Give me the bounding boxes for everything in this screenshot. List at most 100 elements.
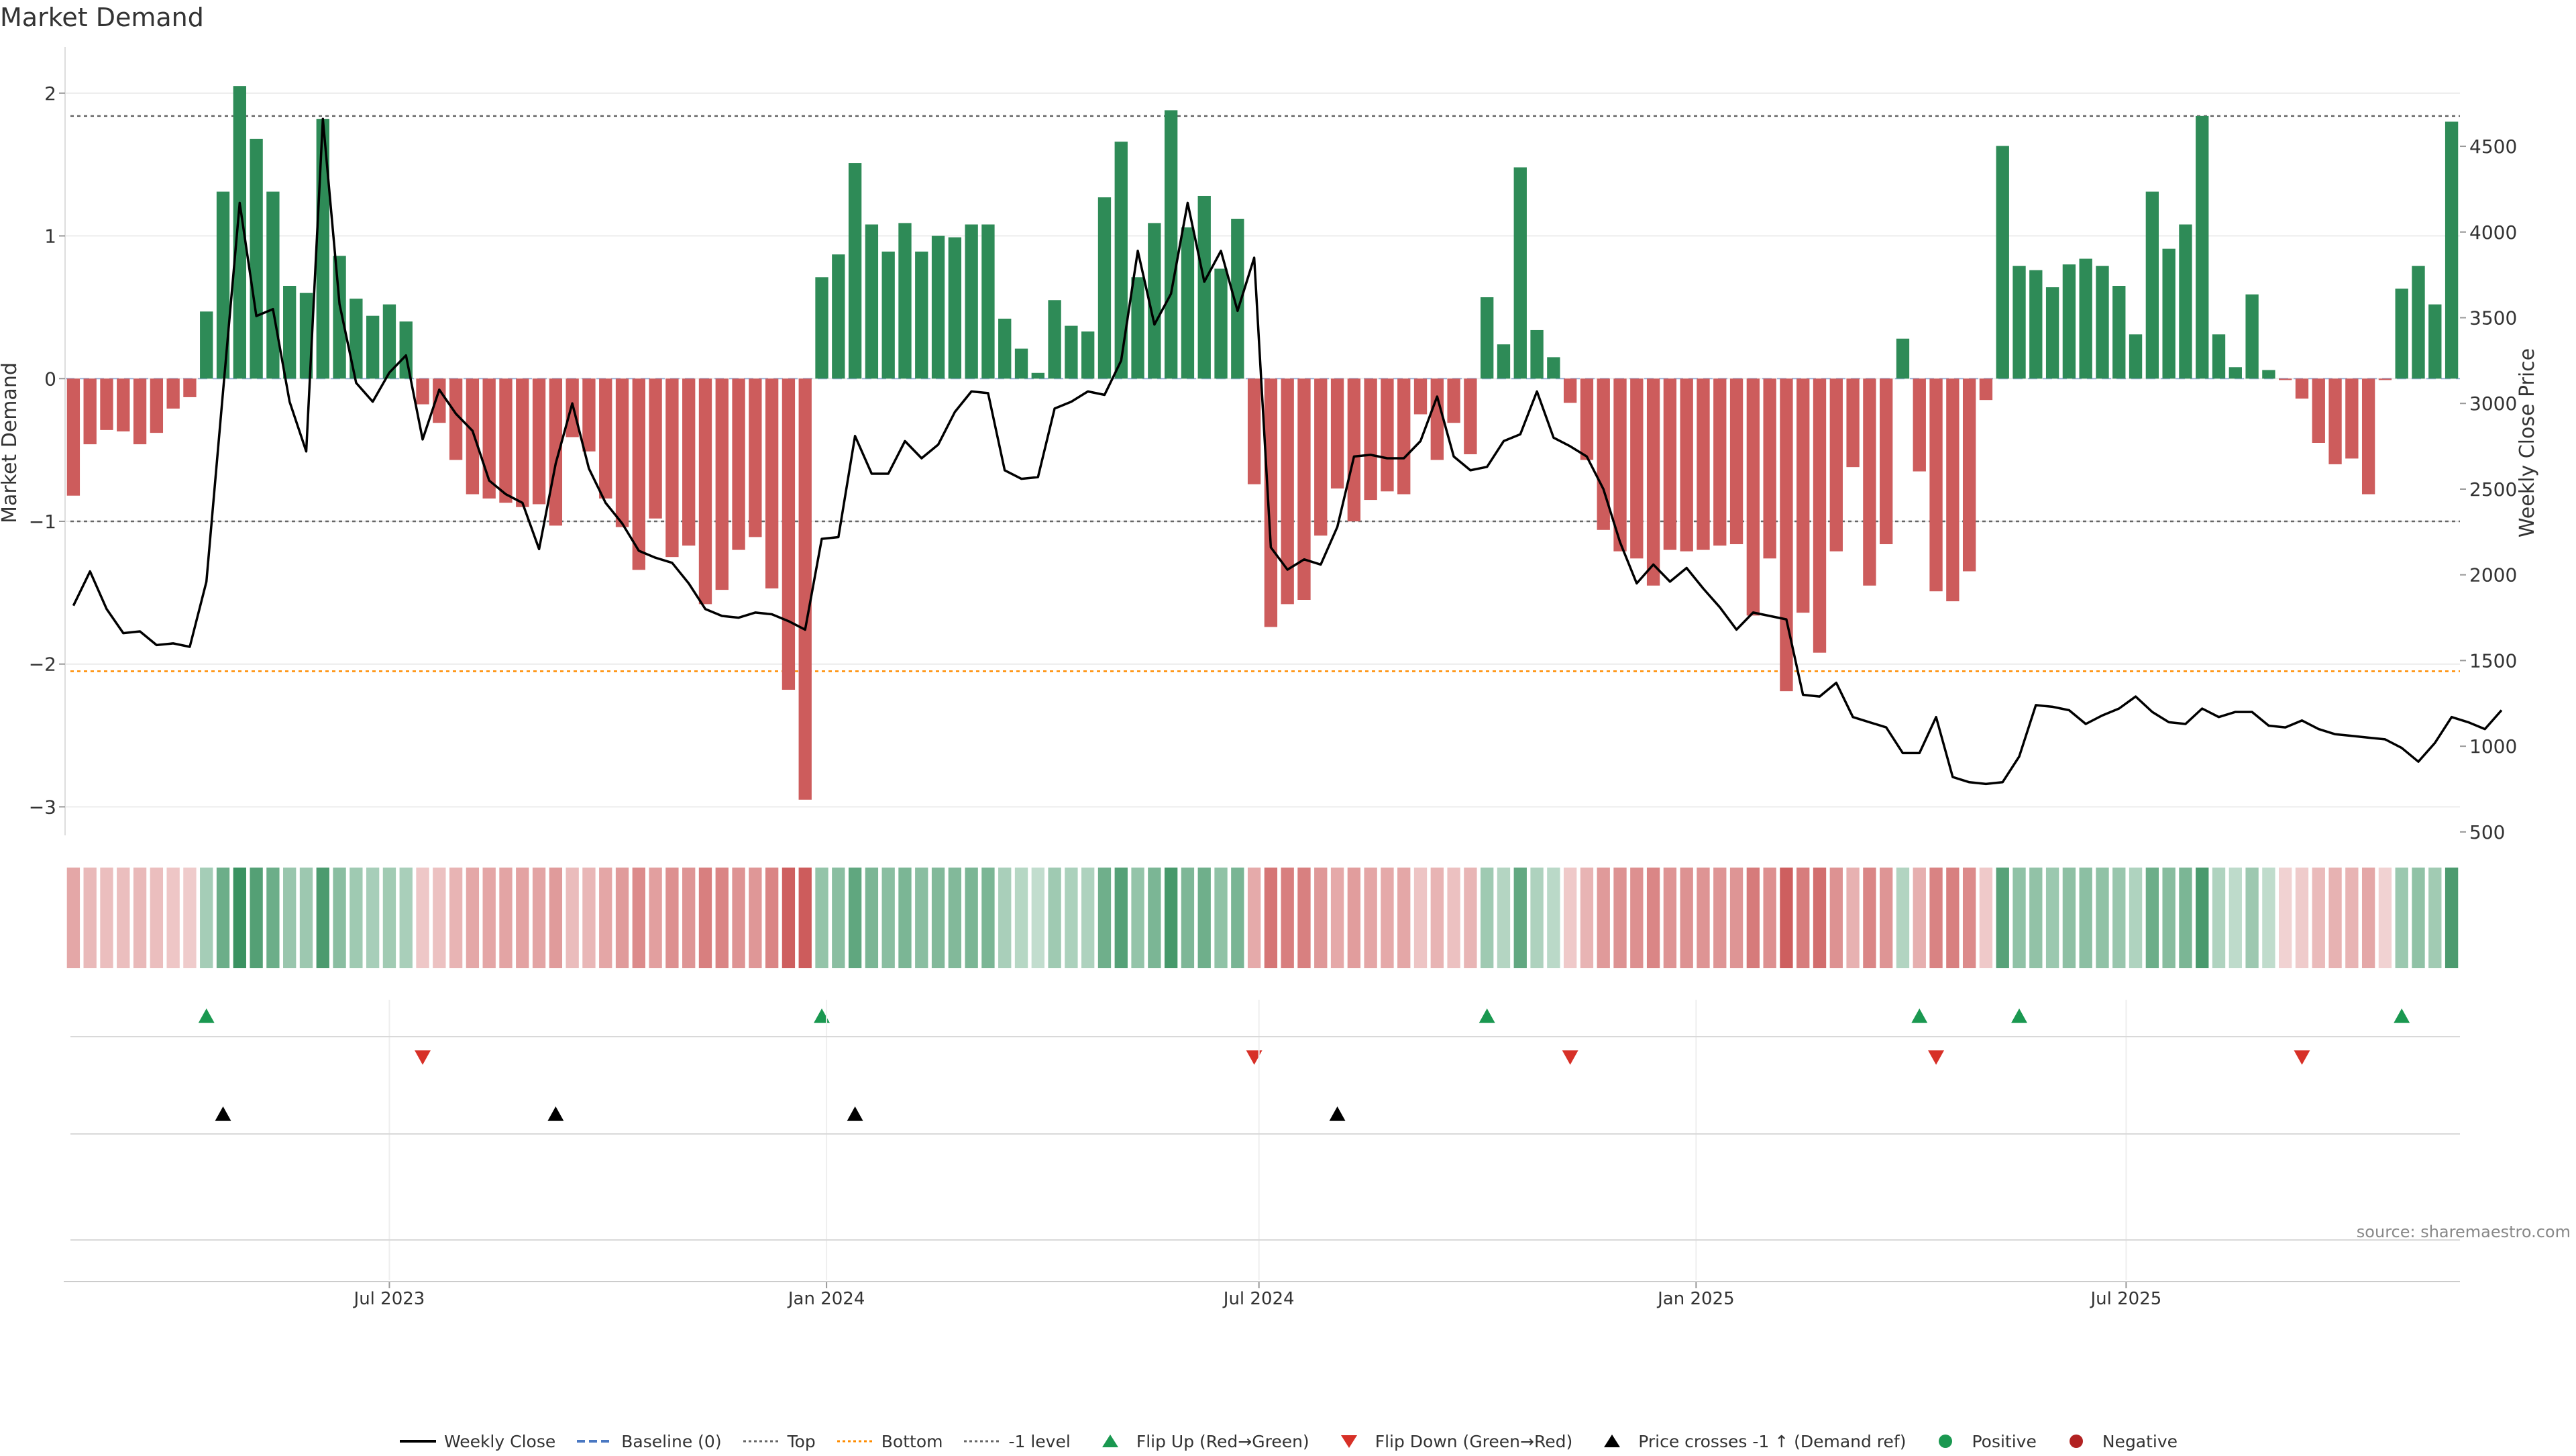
y2-axis-title: Weekly Close Price <box>2516 348 2539 537</box>
heat-cell <box>1081 868 1095 968</box>
demand-bar <box>1729 378 1743 545</box>
heat-cell <box>482 868 496 968</box>
heat-cell <box>1048 868 1061 968</box>
demand-bar <box>1697 378 1710 550</box>
demand-bar <box>965 224 978 379</box>
heat-cell <box>1530 868 1544 968</box>
demand-bar <box>1413 378 1428 415</box>
demand-bar <box>1281 378 1294 605</box>
demand-bar <box>1962 378 1976 572</box>
demand-bar <box>1430 378 1444 460</box>
demand-bar <box>1297 378 1311 600</box>
heat-cell <box>582 868 596 968</box>
heat-cell <box>815 868 828 968</box>
legend-item: Flip Up (Red→Green) <box>1091 1432 1309 1451</box>
heat-cell <box>2212 868 2226 968</box>
heat-cell <box>1364 868 1377 968</box>
legend-item: Negative <box>2057 1432 2178 1451</box>
heat-cell <box>1164 868 1178 968</box>
heat-cell <box>200 868 213 968</box>
legend-item: Baseline (0) <box>576 1432 722 1451</box>
heat-cell <box>166 868 180 968</box>
heat-cell <box>1829 868 1843 968</box>
heat-cell <box>1131 868 1144 968</box>
heat-cell <box>100 868 113 968</box>
demand-bar <box>1780 378 1793 692</box>
heat-cell <box>1780 868 1793 968</box>
demand-bar <box>366 315 380 379</box>
heat-cell <box>499 868 513 968</box>
demand-bar <box>1613 378 1627 552</box>
flip-down-marker <box>1562 1050 1578 1065</box>
demand-bar <box>133 378 147 445</box>
heat-cell <box>1962 868 1976 968</box>
demand-bar <box>881 251 895 379</box>
demand-bar <box>931 236 945 379</box>
demand-bar <box>2012 266 2026 379</box>
demand-bar <box>1447 378 1460 423</box>
heat-cell <box>998 868 1012 968</box>
flip-up-marker <box>1911 1008 1928 1023</box>
flip-up-marker <box>2394 1008 2410 1023</box>
demand-bar <box>83 378 97 445</box>
legend-label: Flip Down (Green→Red) <box>1375 1431 1573 1451</box>
heat-cell <box>266 868 280 968</box>
heat-cell <box>1114 868 1128 968</box>
heat-cell <box>133 868 147 968</box>
y-tick-label: 0 <box>44 368 56 390</box>
heat-cell <box>2229 868 2242 968</box>
demand-bar <box>1663 378 1677 550</box>
heat-cell <box>1430 868 1444 968</box>
legend-item: Weekly Close <box>398 1432 555 1451</box>
flip-up-marker <box>814 1008 830 1023</box>
flip-up-marker <box>2011 1008 2028 1023</box>
heat-cell <box>682 868 696 968</box>
demand-bar <box>2445 121 2459 379</box>
demand-bar <box>1713 378 1727 546</box>
heat-cell <box>1447 868 1460 968</box>
demand-bar <box>1880 378 1893 545</box>
demand-bar <box>233 86 246 379</box>
heat-cell <box>2179 868 2192 968</box>
demand-bar <box>1397 378 1411 495</box>
heat-cell <box>948 868 962 968</box>
heat-cell <box>2162 868 2176 968</box>
y2-tick-label: 4500 <box>2469 136 2517 158</box>
heat-cell <box>1031 868 1044 968</box>
heat-cell <box>782 868 796 968</box>
heat-cell <box>1281 868 1294 968</box>
flip-down-marker <box>415 1050 431 1065</box>
demand-bar <box>682 378 696 546</box>
y2-tick-label: 2000 <box>2469 564 2517 586</box>
heat-cell <box>2262 868 2275 968</box>
demand-bar <box>299 293 313 379</box>
heat-cell <box>632 868 645 968</box>
demand-bar <box>2262 370 2275 379</box>
demand-bar <box>117 378 130 431</box>
demand-bar <box>2328 378 2342 464</box>
legend-swatch <box>399 1440 436 1443</box>
demand-bar <box>1896 338 1910 379</box>
demand-bar <box>2229 367 2242 379</box>
demand-bar <box>1181 227 1195 379</box>
heat-cell <box>1813 868 1827 968</box>
heat-cell <box>1729 868 1743 968</box>
heat-cell <box>83 868 97 968</box>
heat-cell <box>915 868 928 968</box>
heat-cell <box>516 868 529 968</box>
flip-down-marker <box>1928 1050 1945 1065</box>
y2-tick-label: 3500 <box>2469 307 2517 329</box>
heat-cell <box>1580 868 1594 968</box>
demand-bar <box>1048 300 1061 379</box>
heat-cell <box>2395 868 2408 968</box>
y-tick-label: −1 <box>29 511 56 533</box>
demand-bar <box>549 378 563 526</box>
heat-cell <box>931 868 945 968</box>
demand-bar <box>1979 378 1993 401</box>
heat-cell <box>1863 868 1876 968</box>
demand-bar <box>1513 167 1527 379</box>
demand-bar <box>1746 378 1760 616</box>
legend-item: Bottom <box>836 1432 943 1451</box>
demand-bar <box>848 163 862 379</box>
price-cross-marker <box>547 1106 564 1121</box>
